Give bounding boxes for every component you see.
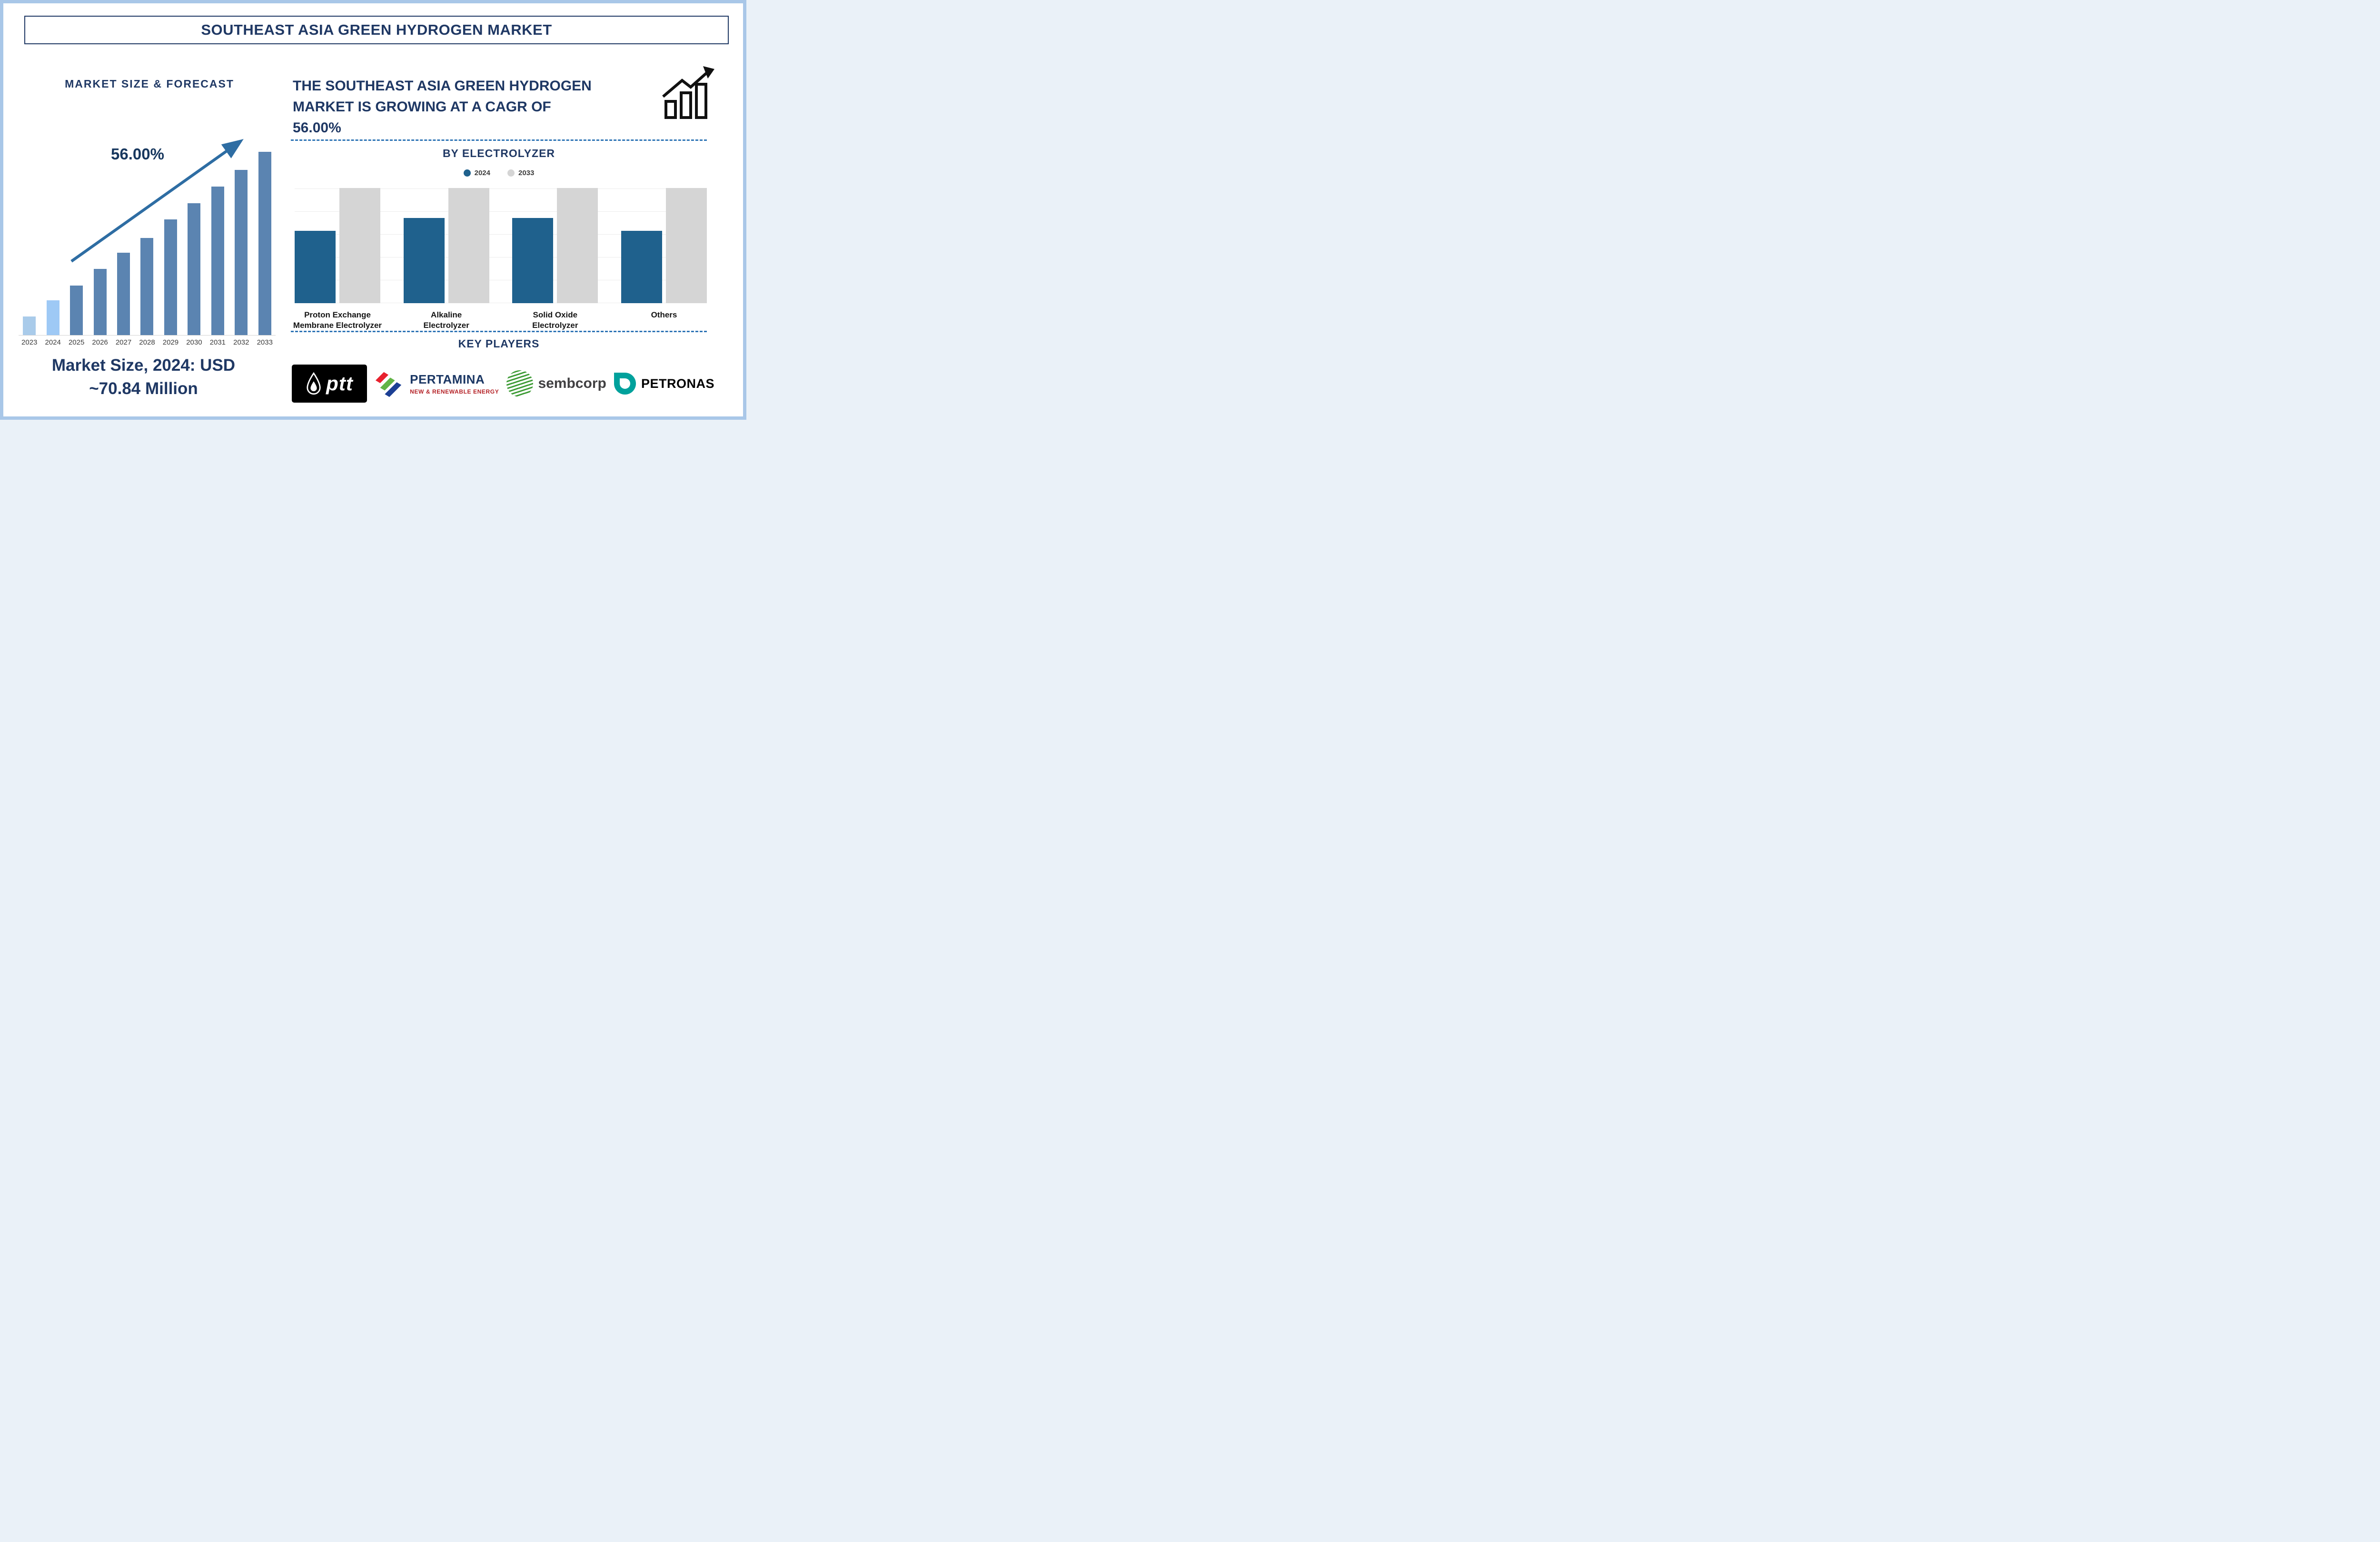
sembcorp-wordmark: sembcorp xyxy=(538,376,606,391)
electrolyzer-category-label: Others xyxy=(651,310,677,319)
forecast-year-label: 2029 xyxy=(162,338,179,346)
legend-label: 2033 xyxy=(518,169,535,177)
bar-2033 xyxy=(448,188,489,303)
forecast-bar-group-2027: 2027 xyxy=(112,253,135,347)
growth-statement: THE SOUTHEAST ASIA GREEN HYDROGEN MARKET… xyxy=(293,78,592,136)
forecast-bar-group-2029: 2029 xyxy=(159,219,182,347)
bar-2024 xyxy=(512,218,554,303)
forecast-year-label: 2024 xyxy=(45,338,61,346)
bar-2033 xyxy=(665,188,707,303)
forecast-bar-2029 xyxy=(164,219,177,335)
forecast-year-label: 2023 xyxy=(21,338,38,346)
electrolyzer-bar-pair xyxy=(621,188,707,303)
electrolyzer-bar-chart: Proton Exchange Membrane Electrolyzer Alka… xyxy=(293,188,707,331)
forecast-bar-group-2023: 2023 xyxy=(18,316,41,347)
legend-dot-icon xyxy=(463,169,471,177)
electrolyzer-heading: BY ELECTROLYZER xyxy=(442,147,555,159)
forecast-year-label: 2030 xyxy=(186,338,202,346)
forecast-bar-group-2028: 2028 xyxy=(135,238,159,347)
electrolyzer-bar-groups: Proton Exchange Membrane Electrolyzer Alka… xyxy=(293,188,707,331)
legend-label: 2024 xyxy=(474,169,490,177)
growth-chart-icon xyxy=(662,66,714,119)
bar-2024 xyxy=(295,231,336,303)
electrolyzer-group: Solid Oxide Electrolyzer xyxy=(512,188,598,331)
legend-item-2024: 2024 xyxy=(463,169,490,177)
sembcorp-globe-icon xyxy=(503,366,537,401)
ptt-flame-icon xyxy=(307,372,321,395)
petronas-wordmark: PETRONAS xyxy=(641,376,714,391)
petronas-logo: PETRONAS xyxy=(614,373,714,395)
pertamina-wordmark: PERTAMINA xyxy=(410,372,485,386)
pertamina-arrow-icon xyxy=(376,372,402,397)
forecast-bar-2026 xyxy=(93,269,107,335)
bar-2033 xyxy=(557,188,598,303)
forecast-bar-2024 xyxy=(46,300,60,335)
forecast-bar-chart: 2023 2024 2025 2026 2027 2028 2029 2030 2031 2032… xyxy=(18,151,277,347)
forecast-bar-group-2030: 2030 xyxy=(182,203,206,347)
electrolyzer-bar-pair xyxy=(403,188,489,303)
forecast-bar-2033 xyxy=(258,152,271,335)
forecast-bar-2025 xyxy=(70,286,83,335)
key-players-heading: KEY PLAYERS xyxy=(458,337,540,350)
bar-2024 xyxy=(403,218,445,303)
legend-dot-icon xyxy=(507,169,515,177)
forecast-bar-group-2025: 2025 xyxy=(65,286,88,347)
trend-arrow-icon xyxy=(70,139,244,263)
key-players-logos: ptt PERTAMINA NEW & RENEWABLE ENERGY sem… xyxy=(292,360,714,407)
forecast-bar-group-2031: 2031 xyxy=(206,187,229,347)
market-size-caption: Market Size, 2024: USD ~70.84 Million xyxy=(51,356,236,398)
electrolyzer-legend: 2024 2033 xyxy=(291,169,707,177)
forecast-bar-2030 xyxy=(188,203,201,335)
forecast-year-label: 2028 xyxy=(139,338,155,346)
page-title: SOUTHEAST ASIA GREEN HYDROGEN MARKET xyxy=(201,21,552,38)
forecast-bar-2031 xyxy=(211,187,224,335)
forecast-year-label: 2031 xyxy=(209,338,226,346)
forecast-year-label: 2027 xyxy=(115,338,132,346)
electrolyzer-group: Alkaline Electrolyzer xyxy=(403,188,489,331)
forecast-year-label: 2033 xyxy=(257,338,273,346)
cagr-value-annotation: 56.00% xyxy=(111,145,164,163)
pertamina-subtitle: NEW & RENEWABLE ENERGY xyxy=(410,388,499,395)
forecast-heading: MARKET SIZE & FORECAST xyxy=(65,78,234,90)
electrolyzer-group: Proton Exchange Membrane Electrolyzer xyxy=(293,188,382,331)
forecast-bar-group-2026: 2026 xyxy=(88,269,111,347)
electrolyzer-category-label: Solid Oxide Electrolyzer xyxy=(532,310,578,330)
ptt-logo: ptt xyxy=(292,365,367,403)
sembcorp-logo: sembcorp xyxy=(503,366,606,401)
bar-2033 xyxy=(339,188,380,303)
forecast-bar-group-2032: 2032 xyxy=(229,170,253,347)
forecast-year-label: 2032 xyxy=(233,338,249,346)
forecast-bar-2028 xyxy=(140,238,154,335)
ptt-wordmark: ptt xyxy=(326,372,353,395)
divider-dashed-top xyxy=(291,139,707,141)
forecast-bar-2023 xyxy=(23,316,36,335)
forecast-bar-group-2024: 2024 xyxy=(41,300,64,347)
bar-2024 xyxy=(621,231,662,303)
pertamina-text-block: PERTAMINA NEW & RENEWABLE ENERGY xyxy=(410,372,499,395)
electrolyzer-bar-pair xyxy=(512,188,598,303)
forecast-bar-2027 xyxy=(117,253,130,335)
electrolyzer-group: Others xyxy=(621,188,707,331)
electrolyzer-bar-pair xyxy=(295,188,380,303)
pertamina-logo: PERTAMINA NEW & RENEWABLE ENERGY xyxy=(375,370,499,397)
divider-dashed-bottom xyxy=(291,331,707,332)
forecast-axis-line xyxy=(19,335,276,336)
forecast-year-label: 2025 xyxy=(68,338,85,346)
electrolyzer-category-label: Alkaline Electrolyzer xyxy=(423,310,469,330)
legend-item-2033: 2033 xyxy=(507,169,534,177)
page-title-box: SOUTHEAST ASIA GREEN HYDROGEN MARKET xyxy=(24,16,729,44)
infographic-canvas: SOUTHEAST ASIA GREEN HYDROGEN MARKET MAR… xyxy=(0,0,746,420)
forecast-bar-2032 xyxy=(235,170,248,335)
forecast-bar-group-2033: 2033 xyxy=(253,152,277,347)
petronas-drop-icon xyxy=(614,373,636,395)
forecast-year-label: 2026 xyxy=(92,338,108,346)
electrolyzer-category-label: Proton Exchange Membrane Electrolyzer xyxy=(293,310,382,330)
